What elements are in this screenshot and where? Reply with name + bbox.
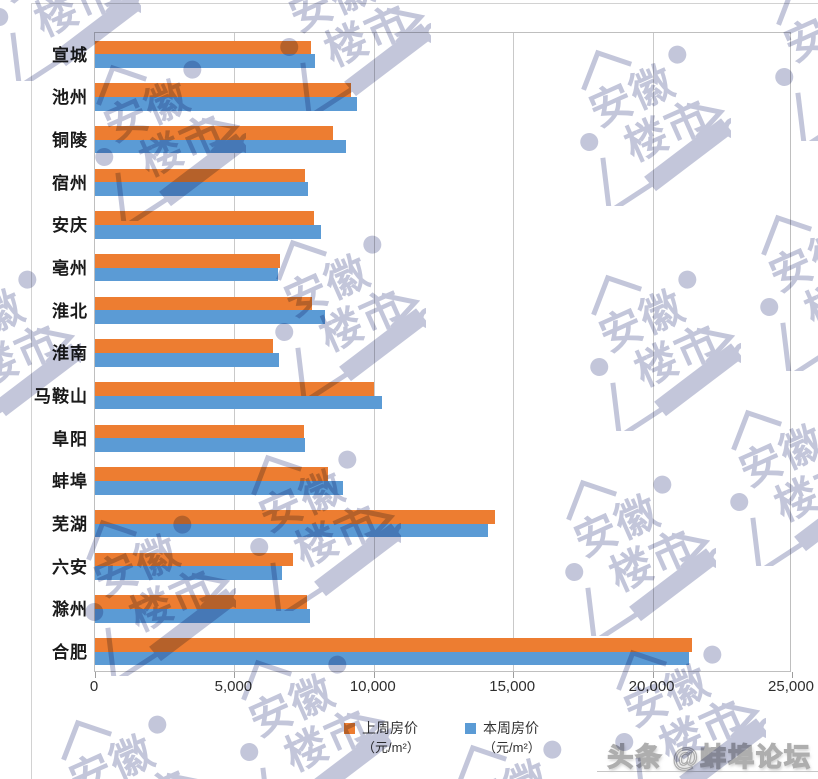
bar-last-week bbox=[95, 253, 281, 268]
axis-tick bbox=[234, 672, 236, 678]
footer-divider bbox=[597, 771, 818, 772]
legend-label-this-week: 本周房价 bbox=[483, 720, 539, 736]
legend-unit-this-week: （元/m²） bbox=[483, 740, 541, 755]
x-tick-label: 0 bbox=[89, 678, 99, 695]
bar-last-week bbox=[95, 552, 293, 567]
bar-last-week bbox=[95, 83, 352, 97]
bar-last-week bbox=[95, 296, 313, 311]
category-label: 淮南 bbox=[52, 344, 88, 364]
category-label: 马鞍山 bbox=[34, 387, 88, 407]
svg-text:安徽: 安徽 bbox=[0, 0, 92, 10]
plot-area bbox=[94, 32, 793, 678]
axis-tick bbox=[373, 672, 375, 678]
bar-last-week bbox=[95, 339, 274, 353]
axis-tick bbox=[513, 672, 515, 678]
category-label: 宣城 bbox=[52, 45, 88, 65]
legend-item-last-week: 上周房价 （元/m²） bbox=[344, 719, 420, 757]
axis-tick bbox=[95, 672, 96, 678]
bar-this-week bbox=[95, 480, 344, 495]
category-label: 安庆 bbox=[52, 216, 88, 236]
bar-last-week bbox=[95, 211, 314, 225]
category-label: 芜湖 bbox=[52, 515, 88, 535]
bar-this-week bbox=[95, 395, 383, 410]
category-label: 宿州 bbox=[52, 173, 88, 193]
bar-this-week bbox=[95, 438, 306, 453]
bar-this-week bbox=[95, 224, 321, 239]
bar-this-week bbox=[95, 182, 309, 197]
category-label: 六安 bbox=[52, 557, 88, 577]
bar-this-week bbox=[95, 96, 358, 111]
bar-this-week bbox=[95, 139, 346, 154]
category-label: 合肥 bbox=[52, 643, 88, 663]
category-label: 蚌埠 bbox=[52, 472, 88, 492]
bar-this-week bbox=[95, 566, 282, 581]
gridline bbox=[652, 33, 654, 671]
bar-last-week bbox=[95, 168, 306, 183]
legend-unit-last-week: （元/m²） bbox=[362, 740, 420, 755]
bar-this-week bbox=[95, 352, 279, 367]
svg-text:楼市: 楼市 bbox=[798, 256, 818, 335]
category-label: 阜阳 bbox=[52, 429, 88, 449]
legend-label-last-week: 上周房价 bbox=[362, 720, 418, 736]
bar-last-week bbox=[95, 637, 692, 652]
bar-this-week bbox=[95, 651, 689, 666]
bar-this-week bbox=[95, 608, 310, 623]
category-label: 亳州 bbox=[52, 259, 88, 279]
svg-text:楼市: 楼市 bbox=[98, 761, 198, 779]
bar-last-week bbox=[95, 467, 328, 481]
x-tick-label: 15,000 bbox=[489, 678, 536, 695]
x-tick-label: 5,000 bbox=[214, 678, 253, 695]
gridline bbox=[513, 33, 515, 671]
category-label: 滁州 bbox=[52, 600, 88, 620]
legend-item-this-week: 本周房价 （元/m²） bbox=[465, 719, 541, 757]
category-label: 淮北 bbox=[52, 301, 88, 321]
bar-last-week bbox=[95, 40, 312, 55]
category-label: 池州 bbox=[52, 88, 88, 108]
bar-this-week bbox=[95, 523, 489, 538]
bar-last-week bbox=[95, 381, 374, 396]
bar-this-week bbox=[95, 310, 325, 325]
x-tick-label: 25,000 bbox=[768, 678, 814, 695]
bar-last-week bbox=[95, 424, 305, 439]
gridline bbox=[373, 33, 375, 671]
bar-last-week bbox=[95, 509, 496, 524]
page-border-top bbox=[31, 3, 818, 4]
axis-tick bbox=[792, 672, 793, 678]
x-tick-label: 10,000 bbox=[349, 678, 396, 695]
category-label: 铜陵 bbox=[52, 131, 88, 151]
svg-text:楼市: 楼市 bbox=[813, 26, 818, 105]
legend-swatch-this-week bbox=[465, 723, 476, 734]
footer-credit: 头条 @蚌埠论坛 bbox=[607, 741, 812, 772]
bar-last-week bbox=[95, 125, 334, 140]
legend-swatch-last-week bbox=[344, 723, 355, 734]
bar-this-week bbox=[95, 54, 316, 69]
svg-text:安徽: 安徽 bbox=[63, 727, 163, 779]
category-axis: 宣城池州铜陵宿州安庆亳州淮北淮南马鞍山阜阳蚌埠芜湖六安滁州合肥 bbox=[0, 32, 88, 672]
x-tick-label: 20,000 bbox=[628, 678, 675, 695]
bar-last-week bbox=[95, 595, 307, 609]
bar-this-week bbox=[95, 267, 278, 282]
